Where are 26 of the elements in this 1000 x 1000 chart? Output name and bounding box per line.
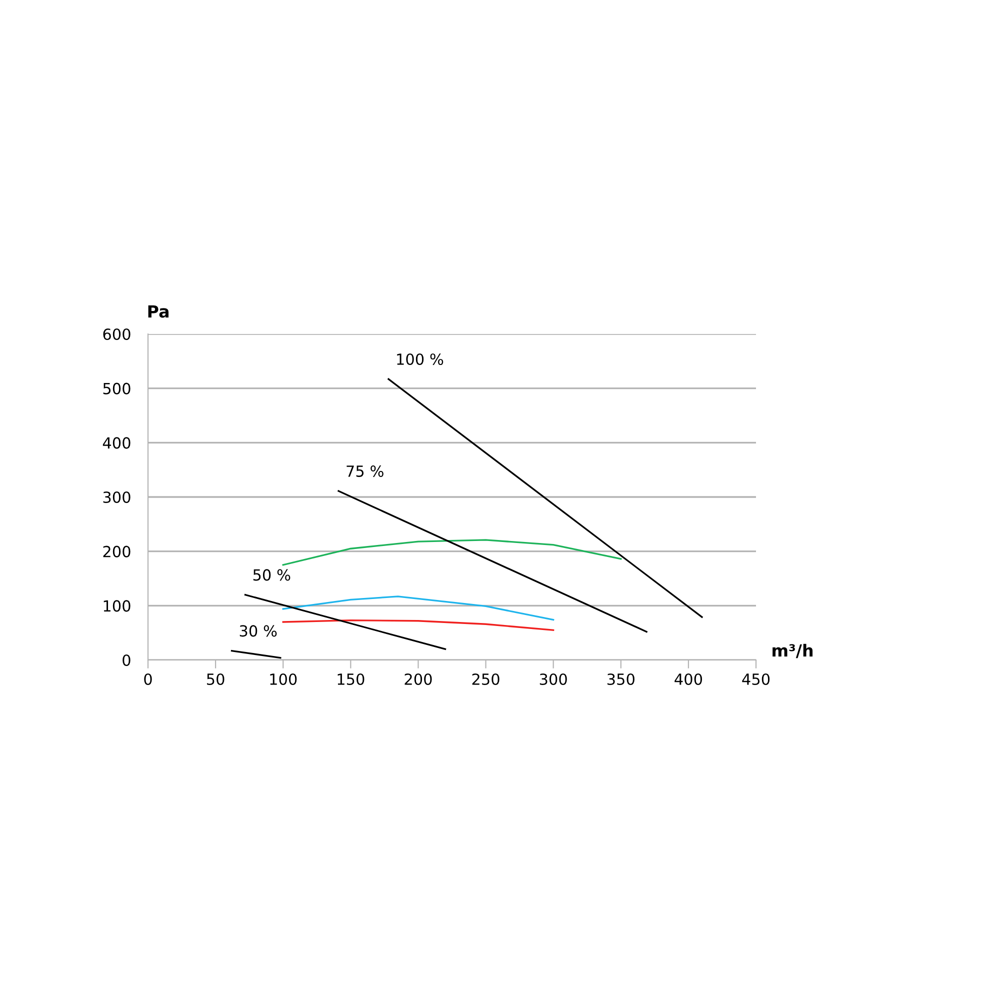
y-tick-label: 0 — [122, 654, 130, 666]
x-tick-label: 350 — [607, 673, 634, 686]
x-tick-label: 400 — [674, 673, 702, 686]
y-tick-label: 400 — [102, 437, 130, 449]
annotation: 50 % — [253, 569, 290, 581]
y-axis-title: Pa — [148, 305, 168, 318]
x-tick-label: 200 — [404, 673, 432, 686]
line-series — [282, 620, 554, 631]
line-series — [282, 539, 622, 566]
x-tick-label: 300 — [540, 673, 567, 686]
x-tick-label: 50 — [207, 673, 224, 686]
x-tick-label: 150 — [338, 673, 364, 686]
line-series — [282, 596, 554, 621]
y-tick-label: 200 — [103, 546, 130, 558]
annotation: 100 % — [397, 353, 444, 366]
x-tick-label: 450 — [742, 673, 770, 686]
x-tick-label: 250 — [472, 673, 500, 686]
x-tick-label: 0 — [144, 673, 152, 686]
annotation: 75 % — [346, 465, 384, 477]
y-tick-label: 500 — [103, 382, 130, 394]
y-tick-label: 600 — [103, 328, 130, 340]
x-tick-label: 100 — [270, 673, 297, 686]
annotation: 30 % — [240, 625, 277, 637]
y-tick-label: 300 — [103, 491, 130, 504]
x-axis-title: m³/h — [772, 644, 813, 658]
y-tick-label: 100 — [104, 600, 130, 612]
